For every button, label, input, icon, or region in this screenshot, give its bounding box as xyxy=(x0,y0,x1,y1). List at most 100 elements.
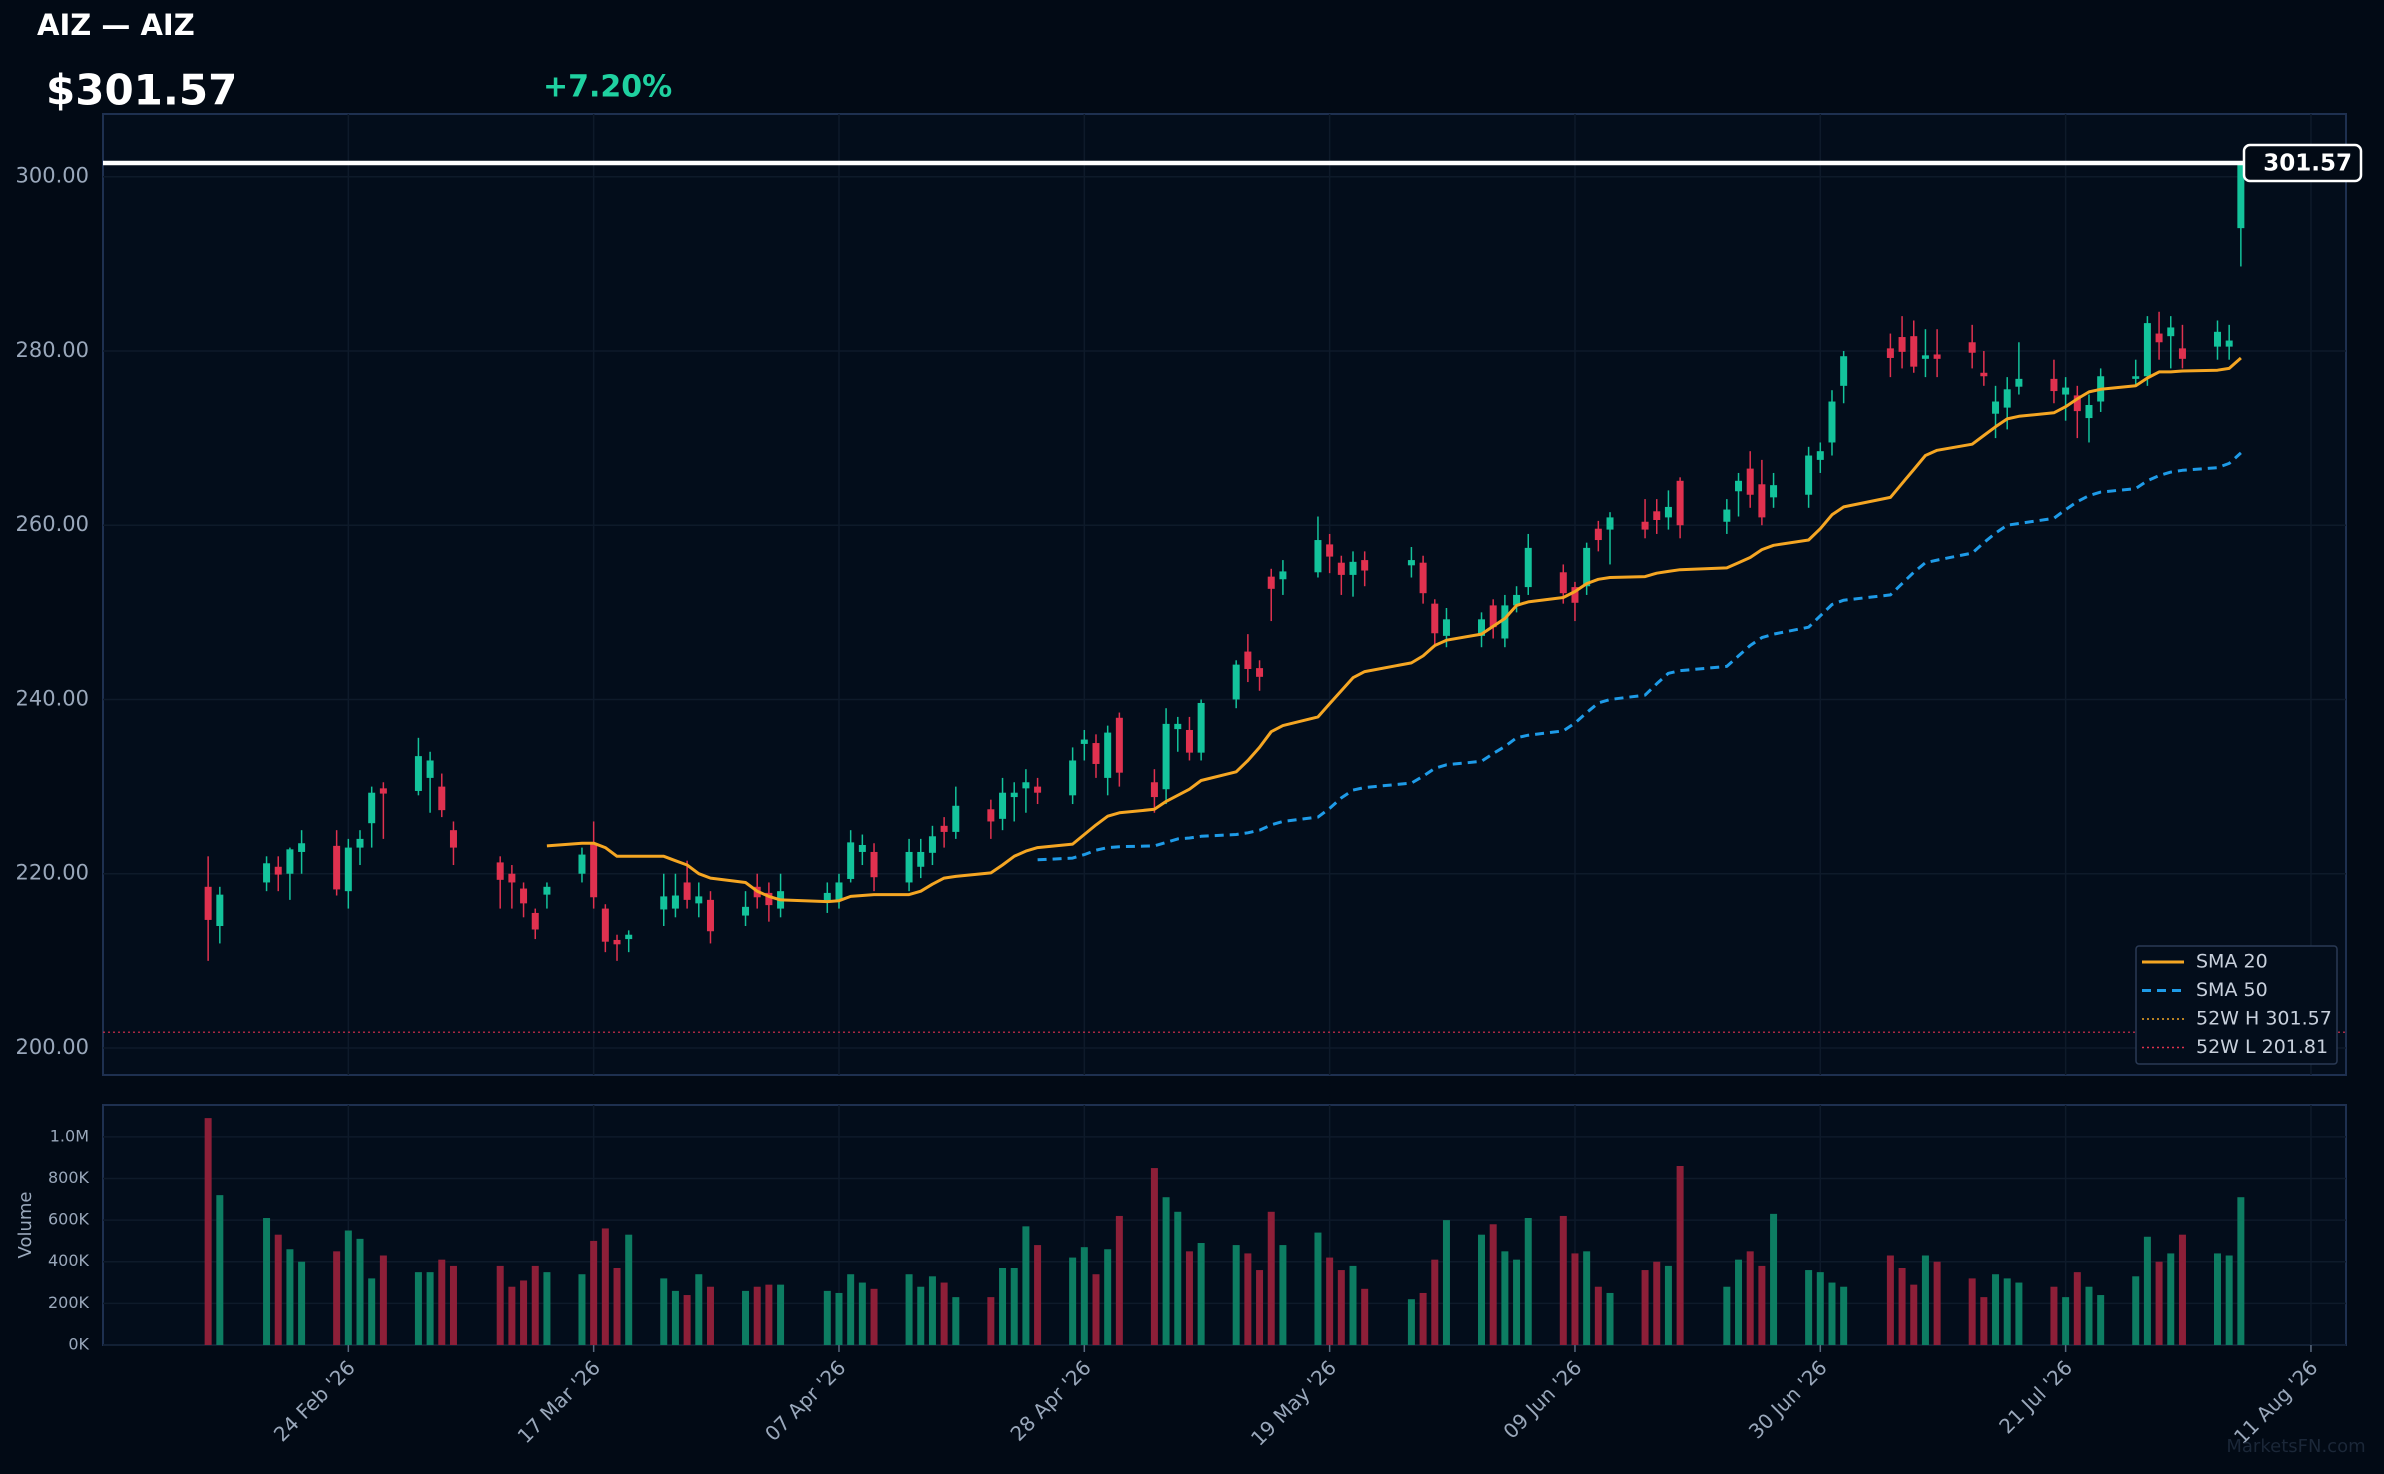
candle-body xyxy=(1968,342,1976,353)
volume-bar xyxy=(1279,1245,1287,1345)
volume-bar xyxy=(1886,1255,1894,1345)
volume-bar xyxy=(356,1238,364,1345)
candle-body xyxy=(2050,378,2058,392)
candles xyxy=(204,163,2245,961)
candle-body xyxy=(1431,603,1439,634)
volume-bar xyxy=(1232,1245,1240,1345)
sma-line xyxy=(1037,451,2242,862)
volume-bar xyxy=(1092,1274,1100,1345)
candle-body xyxy=(2178,348,2186,359)
candle-body xyxy=(2085,405,2093,419)
volume-bar xyxy=(1676,1165,1684,1345)
volume-bar xyxy=(1431,1259,1439,1345)
candle-body xyxy=(1314,540,1322,573)
volume-bar xyxy=(2132,1276,2140,1345)
volume-bar xyxy=(601,1228,609,1345)
volume-bar xyxy=(905,1274,913,1345)
candle-body xyxy=(928,836,936,853)
volume-bar xyxy=(1104,1249,1112,1345)
candle-body xyxy=(601,908,609,942)
candle-body xyxy=(660,896,668,910)
candle-body xyxy=(1092,743,1100,764)
volume-bar xyxy=(263,1218,271,1345)
volume-bar xyxy=(1034,1245,1042,1345)
volume-bar xyxy=(1337,1270,1345,1345)
legend-label: 52W H 301.57 xyxy=(2196,1008,2332,1030)
volume-bar xyxy=(1069,1257,1077,1345)
candle-body xyxy=(1244,651,1252,669)
volume-bar xyxy=(379,1255,387,1345)
candle-body xyxy=(1746,468,1754,495)
volume-bar xyxy=(695,1274,703,1345)
volume-tick-label: 1.0M xyxy=(50,1126,89,1145)
volume-bar xyxy=(660,1278,668,1345)
candle-body xyxy=(1069,760,1077,796)
candle-body xyxy=(2003,389,2011,408)
candle-body xyxy=(706,899,714,932)
candle-body xyxy=(2143,323,2151,377)
volume-bar xyxy=(1513,1259,1521,1345)
volume-bar xyxy=(2073,1272,2081,1345)
candle-body xyxy=(1010,792,1018,798)
volume-bar xyxy=(952,1297,960,1345)
candle-body xyxy=(590,844,598,898)
candle-body xyxy=(1349,561,1357,575)
volume-bar xyxy=(1770,1213,1778,1345)
candle-body xyxy=(1150,782,1158,798)
candle-body xyxy=(438,786,446,811)
y-tick-label: 220.00 xyxy=(16,861,89,885)
volume-bar xyxy=(1559,1215,1567,1345)
candle-body xyxy=(1921,355,1929,359)
candle-body xyxy=(520,888,528,904)
candle-body xyxy=(426,760,434,778)
volume-bar xyxy=(1185,1251,1193,1345)
volume-bar xyxy=(414,1272,422,1345)
volume-bar xyxy=(1898,1267,1906,1345)
volume-bar xyxy=(1606,1292,1614,1345)
candle-body xyxy=(333,845,341,890)
volume-bar xyxy=(917,1286,925,1345)
candle-body xyxy=(1501,605,1509,639)
legend-box xyxy=(2135,945,2338,1065)
candle-body xyxy=(204,886,212,920)
volume-bar xyxy=(1583,1251,1591,1345)
volume-bar xyxy=(438,1259,446,1345)
legend: SMA 20 SMA 50 52W H 301.57 52W L 201.81 xyxy=(2135,945,2338,1065)
y-tick-label: 240.00 xyxy=(16,686,89,710)
candle-body xyxy=(344,847,352,892)
candle-body xyxy=(1653,511,1661,521)
volume-bar xyxy=(2213,1253,2221,1345)
candle-body xyxy=(1279,571,1287,580)
candle-body xyxy=(823,892,831,903)
volume-bar xyxy=(520,1280,528,1345)
candle-body xyxy=(1478,619,1486,636)
volume-bar xyxy=(940,1282,948,1345)
candle-body xyxy=(1361,560,1369,571)
volume-bar xyxy=(1115,1215,1123,1345)
candle-body xyxy=(952,805,960,832)
candle-body xyxy=(858,844,866,852)
volume-bar xyxy=(2143,1236,2151,1345)
candle-body xyxy=(1080,739,1088,744)
candle-body xyxy=(765,892,773,906)
candle-body xyxy=(1267,576,1275,589)
candle-body xyxy=(999,792,1007,819)
volume-bar xyxy=(1933,1261,1941,1345)
volume-bar xyxy=(858,1282,866,1345)
candle-body xyxy=(1442,619,1450,636)
volume-bar xyxy=(1478,1234,1486,1345)
candle-body xyxy=(274,866,282,875)
candle-body xyxy=(1664,506,1672,518)
volume-bar xyxy=(1758,1265,1766,1345)
volume-bar xyxy=(1910,1284,1918,1345)
candle-body xyxy=(496,862,504,880)
candle-body xyxy=(216,894,224,927)
volume-bar xyxy=(625,1234,633,1345)
candle-body xyxy=(263,863,271,883)
volume-bar xyxy=(543,1272,551,1345)
chart-title: AIZ — AIZ xyxy=(37,8,195,42)
candle-body xyxy=(1524,547,1532,588)
volume-bar xyxy=(1746,1251,1754,1345)
candle-body xyxy=(1980,372,1988,377)
